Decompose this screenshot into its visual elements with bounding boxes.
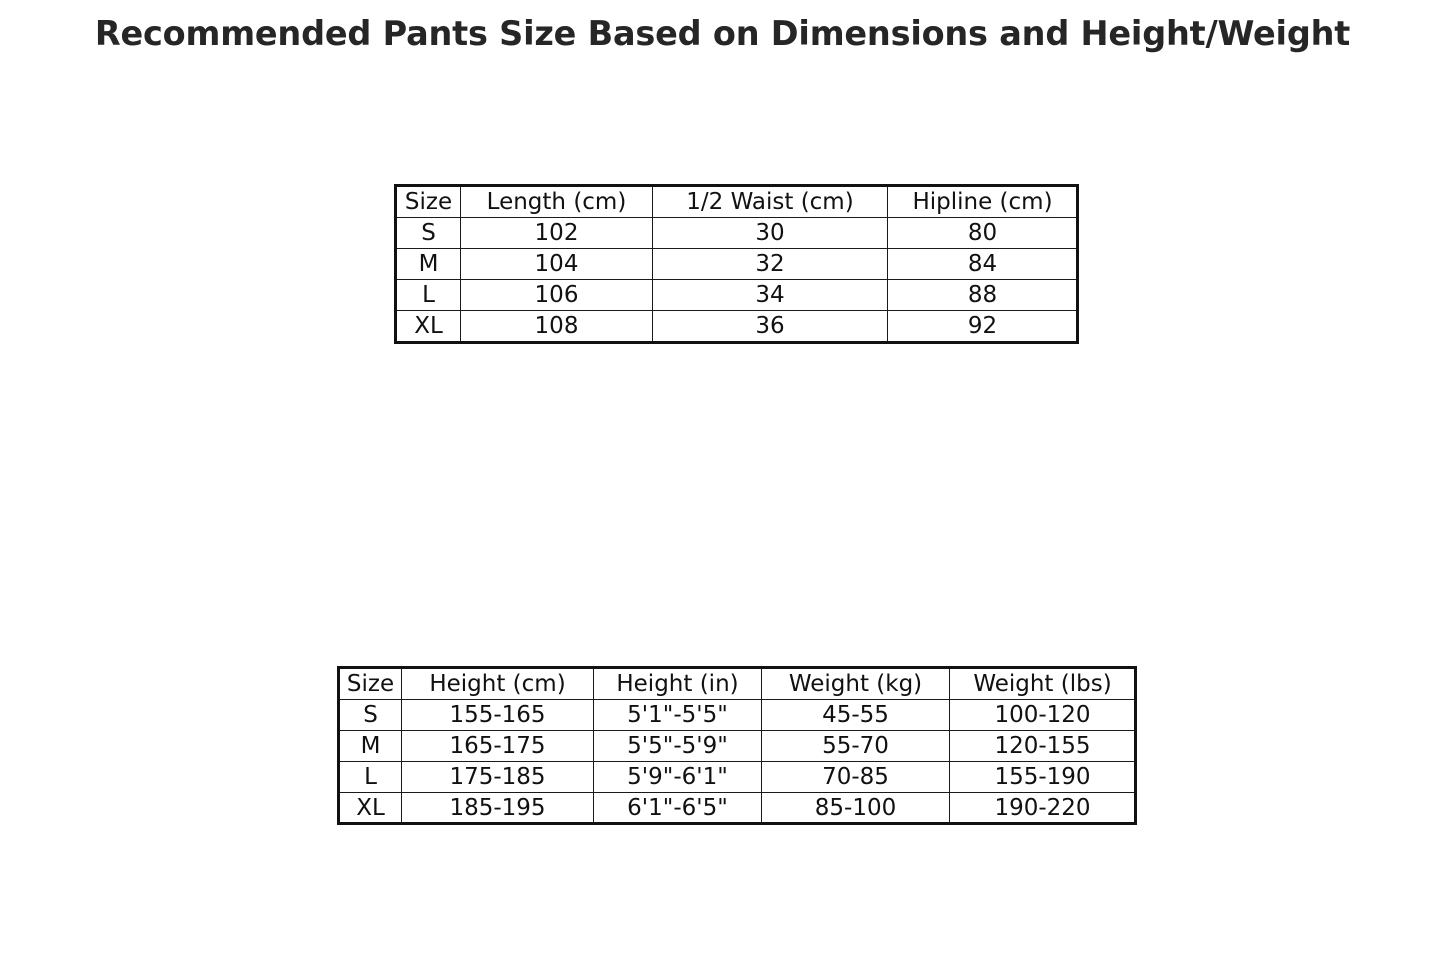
cell-half-waist: 30: [652, 217, 888, 249]
table-row: S 155-165 5'1"-5'5" 45-55 100-120: [339, 699, 1136, 731]
cell-length: 106: [460, 279, 653, 311]
table-row: S 102 30 80: [396, 217, 1078, 249]
cell-weight-kg: 45-55: [761, 699, 950, 731]
cell-height-cm: 175-185: [401, 761, 594, 793]
column-header-length: Length (cm): [460, 186, 653, 218]
table-row: M 104 32 84: [396, 248, 1078, 280]
table-header-row: Size Height (cm) Height (in) Weight (kg)…: [339, 668, 1136, 700]
column-header-weight-kg: Weight (kg): [761, 668, 950, 700]
table-row: L 106 34 88: [396, 279, 1078, 311]
cell-height-cm: 155-165: [401, 699, 594, 731]
cell-size: S: [339, 699, 402, 731]
cell-height-in: 5'5"-5'9": [593, 730, 762, 762]
cell-weight-kg: 85-100: [761, 792, 950, 824]
pants-dimensions-table: Size Length (cm) 1/2 Waist (cm) Hipline …: [396, 186, 1078, 342]
table-row: XL 108 36 92: [396, 310, 1078, 342]
page-title: Recommended Pants Size Based on Dimensio…: [94, 14, 1351, 53]
cell-half-waist: 32: [652, 248, 888, 280]
cell-weight-lbs: 120-155: [949, 730, 1136, 762]
cell-size: L: [339, 761, 402, 793]
cell-size: M: [339, 730, 402, 762]
cell-size: L: [396, 279, 461, 311]
column-header-height-cm: Height (cm): [401, 668, 594, 700]
cell-height-cm: 185-195: [401, 792, 594, 824]
cell-hipline: 80: [887, 217, 1078, 249]
table-row: L 175-185 5'9"-6'1" 70-85 155-190: [339, 761, 1136, 793]
cell-height-in: 6'1"-6'5": [593, 792, 762, 824]
cell-height-in: 5'1"-5'5": [593, 699, 762, 731]
cell-weight-lbs: 190-220: [949, 792, 1136, 824]
cell-height-cm: 165-175: [401, 730, 594, 762]
table-row: M 165-175 5'5"-5'9" 55-70 120-155: [339, 730, 1136, 762]
cell-half-waist: 34: [652, 279, 888, 311]
table-header-row: Size Length (cm) 1/2 Waist (cm) Hipline …: [396, 186, 1078, 218]
cell-size: M: [396, 248, 461, 280]
cell-half-waist: 36: [652, 310, 888, 342]
cell-weight-kg: 55-70: [761, 730, 950, 762]
cell-height-in: 5'9"-6'1": [593, 761, 762, 793]
cell-size: XL: [396, 310, 461, 342]
cell-length: 108: [460, 310, 653, 342]
column-header-size: Size: [396, 186, 461, 218]
cell-size: S: [396, 217, 461, 249]
column-header-size: Size: [339, 668, 402, 700]
cell-weight-lbs: 100-120: [949, 699, 1136, 731]
cell-length: 104: [460, 248, 653, 280]
cell-weight-lbs: 155-190: [949, 761, 1136, 793]
cell-weight-kg: 70-85: [761, 761, 950, 793]
cell-hipline: 84: [887, 248, 1078, 280]
column-header-weight-lbs: Weight (lbs): [949, 668, 1136, 700]
column-header-height-in: Height (in): [593, 668, 762, 700]
height-weight-table: Size Height (cm) Height (in) Weight (kg)…: [339, 668, 1136, 824]
column-header-half-waist: 1/2 Waist (cm): [652, 186, 888, 218]
cell-size: XL: [339, 792, 402, 824]
cell-hipline: 88: [887, 279, 1078, 311]
cell-hipline: 92: [887, 310, 1078, 342]
cell-length: 102: [460, 217, 653, 249]
column-header-hipline: Hipline (cm): [887, 186, 1078, 218]
table-row: XL 185-195 6'1"-6'5" 85-100 190-220: [339, 792, 1136, 824]
